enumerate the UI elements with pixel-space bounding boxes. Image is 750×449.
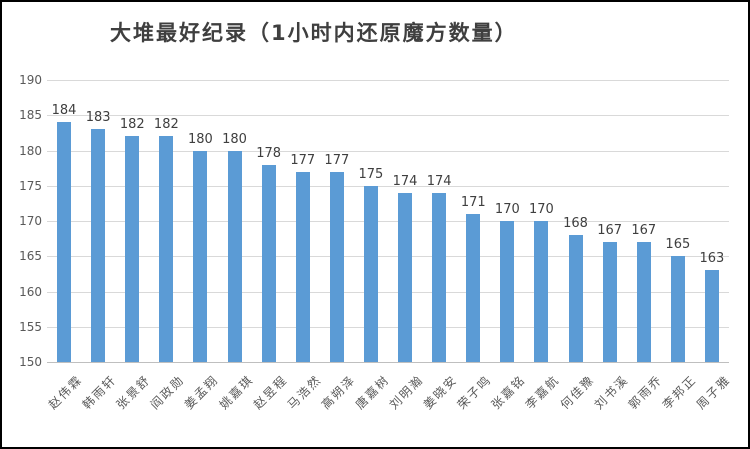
gridline <box>47 80 729 81</box>
bar-value-label: 170 <box>494 202 520 217</box>
bar-value-label: 184 <box>51 103 77 119</box>
bar <box>432 192 447 362</box>
bar-value-label: 182 <box>119 117 145 133</box>
x-axis-category-label: 何佳豫 <box>557 372 597 413</box>
gridline <box>47 115 729 117</box>
bar-value-label: 178 <box>256 145 282 161</box>
bar <box>91 129 106 362</box>
x-axis-category-label: 荣子鸣 <box>454 372 495 413</box>
bar-value-label: 177 <box>324 152 350 168</box>
bar <box>159 136 174 362</box>
bar-value-label: 165 <box>665 237 691 253</box>
x-axis-category-label: 郭雨乔 <box>625 372 666 413</box>
bar-value-label: 182 <box>153 117 179 133</box>
bar <box>261 164 276 362</box>
bar <box>670 256 685 362</box>
gridline <box>47 185 729 187</box>
gridline <box>47 150 729 152</box>
x-axis-category-label: 张嘉铭 <box>489 372 529 413</box>
bar <box>363 185 378 362</box>
x-axis-category-label: 高朔泽 <box>318 372 359 413</box>
bar-value-label: 170 <box>529 202 554 217</box>
x-axis-category-label: 刘明瀚 <box>386 372 427 413</box>
y-axis-tick-label: 190 <box>19 73 42 87</box>
bar <box>295 171 310 362</box>
bar-value-label: 167 <box>597 223 623 239</box>
x-axis-category-label: 阎政勋 <box>148 372 188 413</box>
x-axis-category-label: 李邦正 <box>659 372 700 413</box>
bar-value-label: 183 <box>85 110 111 126</box>
bar <box>466 213 481 362</box>
bar-value-label: 174 <box>392 173 418 189</box>
bar-value-label: 177 <box>290 152 316 168</box>
bar <box>329 171 344 362</box>
bar <box>534 221 549 362</box>
bar <box>568 235 583 362</box>
x-axis-category-label: 李嘉航 <box>523 372 563 413</box>
x-axis-category-label: 韩雨轩 <box>79 372 120 413</box>
bar-value-label: 180 <box>222 131 247 147</box>
bar <box>602 242 617 362</box>
bar <box>125 136 140 362</box>
y-axis-tick-label: 170 <box>19 214 42 228</box>
x-axis-category-label: 周子雅 <box>693 372 734 413</box>
y-axis-tick-label: 150 <box>19 355 42 369</box>
bar-value-label: 174 <box>426 173 452 189</box>
x-axis-category-label: 姚嘉琪 <box>216 372 256 413</box>
bar-value-label: 168 <box>563 216 588 232</box>
y-axis-tick-label: 175 <box>19 178 42 193</box>
chart-title: 大堆最好纪录（1小时内还原魔方数量） <box>110 21 518 45</box>
x-axis-category-label: 刘书溪 <box>591 372 631 413</box>
x-axis-line <box>47 362 729 363</box>
gridline <box>47 291 729 293</box>
bar <box>57 122 72 362</box>
x-axis-category-label: 马浩然 <box>284 372 325 413</box>
bar <box>227 150 242 362</box>
gridline <box>47 326 729 328</box>
bar-value-label: 180 <box>188 131 213 147</box>
bar-value-label: 167 <box>631 223 657 239</box>
x-axis-category-label: 姜晓安 <box>420 372 461 413</box>
y-axis-tick-label: 165 <box>19 249 42 264</box>
x-axis-category-label: 赵昱程 <box>250 372 290 413</box>
bar-value-label: 163 <box>699 251 725 267</box>
x-axis-category-label: 唐嘉树 <box>352 372 393 413</box>
x-axis-category-label: 赵伟霖 <box>45 372 86 413</box>
y-axis-tick-label: 180 <box>19 143 42 158</box>
bar-value-label: 175 <box>358 166 384 182</box>
bar <box>500 221 515 362</box>
y-axis-tick-label: 160 <box>19 284 42 299</box>
x-axis-category-label: 姜孟翔 <box>182 372 222 413</box>
bar-value-label: 171 <box>460 194 486 210</box>
gridline <box>47 256 729 258</box>
y-axis-tick-label: 185 <box>19 108 42 123</box>
bar <box>398 192 413 362</box>
x-axis-category-label: 张景舒 <box>113 372 154 413</box>
bar <box>636 242 651 362</box>
bar <box>704 270 719 362</box>
bar <box>193 150 208 362</box>
gridline <box>47 221 729 222</box>
y-axis-tick-label: 155 <box>19 319 42 334</box>
